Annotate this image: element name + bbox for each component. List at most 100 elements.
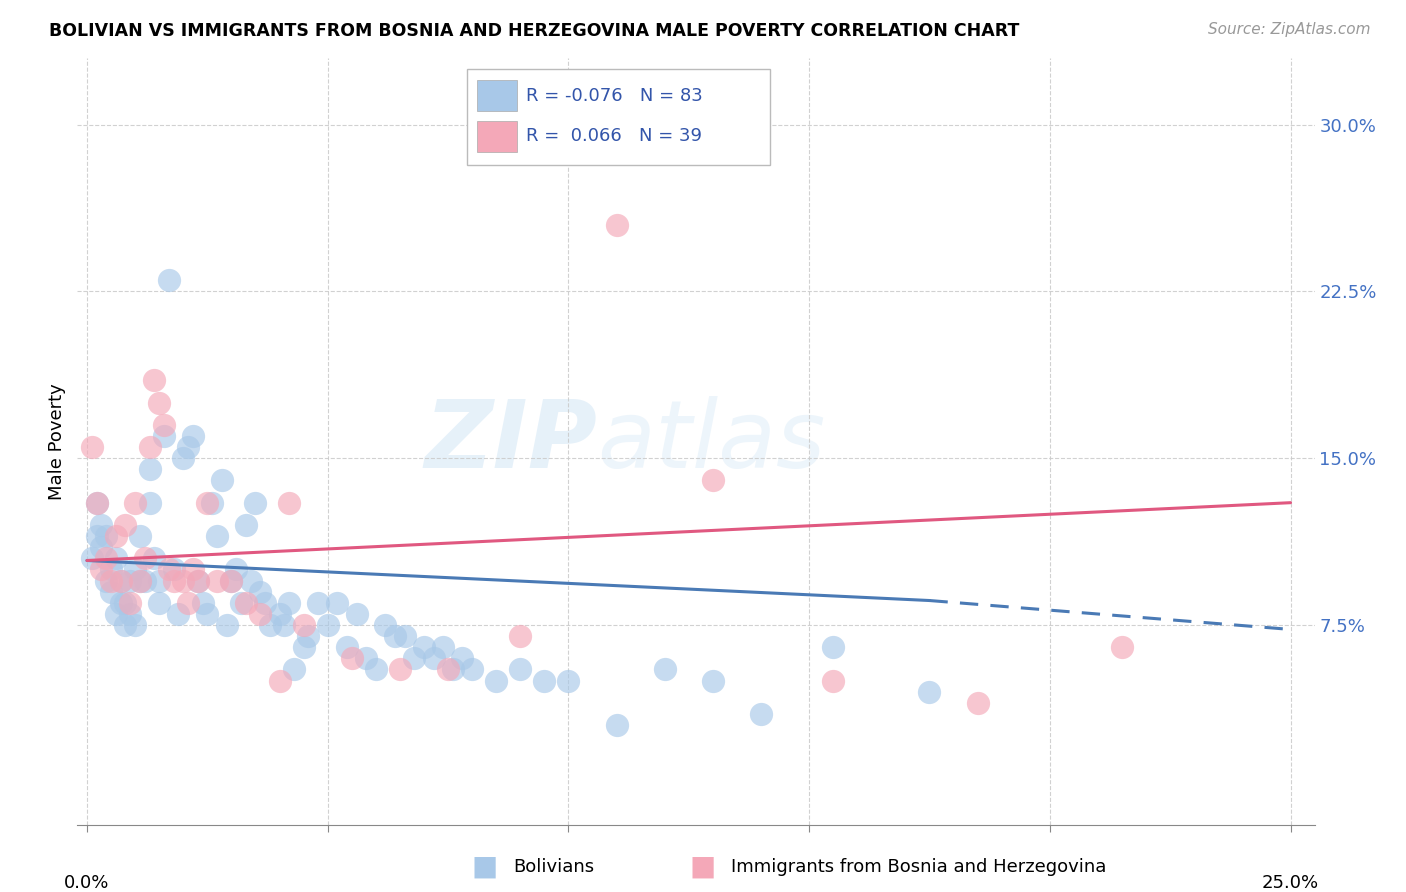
Point (138, 462, 160, 476)
Point (114, 517, 136, 532)
Point (129, 574, 152, 588)
Point (702, 474, 724, 488)
Point (143, 373, 166, 387)
Point (278, 496, 301, 510)
Point (702, 673, 724, 688)
Point (307, 596, 329, 610)
Point (110, 574, 132, 588)
Point (823, 640, 845, 655)
Point (96, 574, 118, 588)
Point (235, 517, 257, 532)
Point (283, 663, 305, 677)
Point (191, 596, 214, 610)
Point (100, 574, 122, 588)
Point (354, 651, 377, 665)
Point (172, 574, 194, 588)
Point (124, 618, 146, 632)
Text: Bolivians: Bolivians (513, 858, 595, 876)
Text: atlas: atlas (598, 396, 825, 487)
Point (104, 529, 127, 543)
Point (413, 640, 436, 655)
Point (292, 640, 315, 655)
Point (120, 596, 142, 610)
Point (422, 651, 444, 665)
Point (485, 673, 508, 688)
Point (205, 529, 228, 543)
Point (364, 663, 387, 677)
Point (195, 607, 218, 621)
Point (162, 574, 184, 588)
Point (138, 496, 160, 510)
Y-axis label: Male Poverty: Male Poverty (48, 384, 66, 500)
Point (110, 574, 132, 588)
Point (388, 663, 411, 677)
Point (96, 529, 118, 543)
Point (148, 395, 170, 409)
Point (269, 673, 291, 688)
Point (404, 651, 426, 665)
Text: ■: ■ (472, 853, 498, 881)
Point (134, 551, 156, 566)
Point (195, 496, 218, 510)
Point (509, 663, 531, 677)
Point (181, 562, 204, 576)
Point (229, 596, 252, 610)
Point (749, 706, 772, 721)
Point (215, 618, 238, 632)
Point (432, 640, 454, 655)
Text: ZIP: ZIP (425, 395, 598, 488)
Point (533, 673, 555, 688)
Point (143, 551, 166, 566)
Point (172, 451, 194, 466)
Text: Source: ZipAtlas.com: Source: ZipAtlas.com (1208, 22, 1371, 37)
Point (239, 574, 262, 588)
Point (205, 574, 228, 588)
Point (86, 529, 108, 543)
Point (104, 551, 127, 566)
Point (269, 607, 291, 621)
Point (90, 540, 112, 554)
Point (441, 663, 464, 677)
Point (557, 673, 579, 688)
Point (129, 574, 152, 588)
Point (461, 663, 484, 677)
Point (129, 529, 152, 543)
Point (90, 517, 112, 532)
Point (249, 607, 271, 621)
Point (167, 607, 190, 621)
Point (297, 629, 319, 643)
Point (316, 618, 339, 632)
Point (134, 574, 156, 588)
Text: ■: ■ (690, 853, 716, 881)
Point (221, 574, 243, 588)
Point (104, 607, 127, 621)
Point (153, 417, 176, 432)
Point (80, 551, 103, 566)
Point (86, 496, 108, 510)
Point (177, 440, 200, 454)
Point (100, 562, 122, 576)
Point (148, 574, 170, 588)
Point (336, 640, 359, 655)
Point (823, 673, 845, 688)
Point (114, 618, 136, 632)
Point (340, 651, 363, 665)
Point (346, 607, 368, 621)
Point (110, 596, 132, 610)
Point (124, 562, 146, 576)
Point (157, 562, 180, 576)
Point (326, 596, 349, 610)
Point (259, 618, 281, 632)
Point (124, 496, 146, 510)
Point (966, 696, 988, 710)
FancyBboxPatch shape (467, 70, 770, 165)
Point (86, 496, 108, 510)
Point (120, 574, 142, 588)
Point (211, 474, 233, 488)
Point (96, 551, 118, 566)
Text: R =  0.066   N = 39: R = 0.066 N = 39 (526, 128, 703, 145)
Text: 0.0%: 0.0% (65, 874, 110, 892)
Point (235, 596, 257, 610)
Point (181, 429, 204, 443)
Point (273, 618, 295, 632)
